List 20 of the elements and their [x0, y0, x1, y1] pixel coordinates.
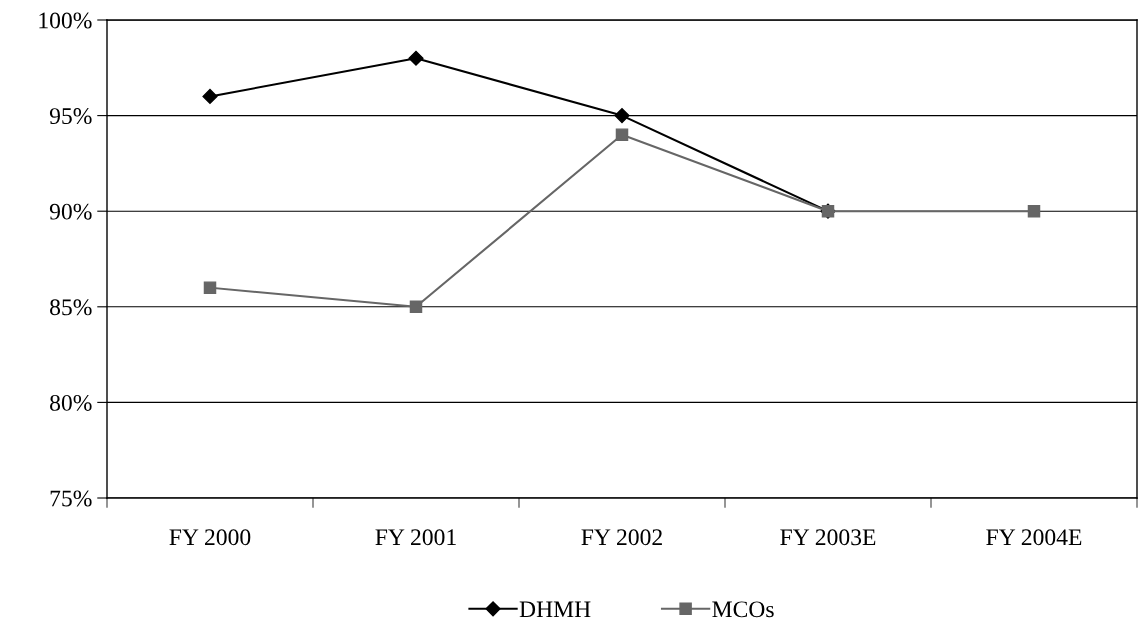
y-tick-label: 85% [50, 299, 92, 316]
y-tick-label: 100% [39, 12, 92, 29]
point [408, 50, 424, 66]
point [409, 300, 423, 314]
legend-label: MCOs [712, 601, 774, 618]
y-tick-label: 80% [50, 394, 92, 411]
point [203, 281, 217, 294]
point [614, 108, 630, 124]
y-tick-label: 95% [49, 108, 92, 125]
x-tick-label: FY 2000 [169, 529, 251, 546]
x-tick-label: FY 2002 [581, 529, 662, 546]
y-tick-label: 75% [50, 490, 92, 507]
x-tick-label: FY 2003E [780, 529, 876, 546]
point [1027, 204, 1041, 218]
point [202, 88, 218, 105]
y-tick-label: 90% [49, 203, 92, 220]
legend-label: DHMH [519, 601, 591, 618]
x-tick-label: FY 2004E [986, 529, 1082, 546]
point [615, 128, 629, 141]
x-tick-label: FY 2001 [375, 529, 456, 546]
